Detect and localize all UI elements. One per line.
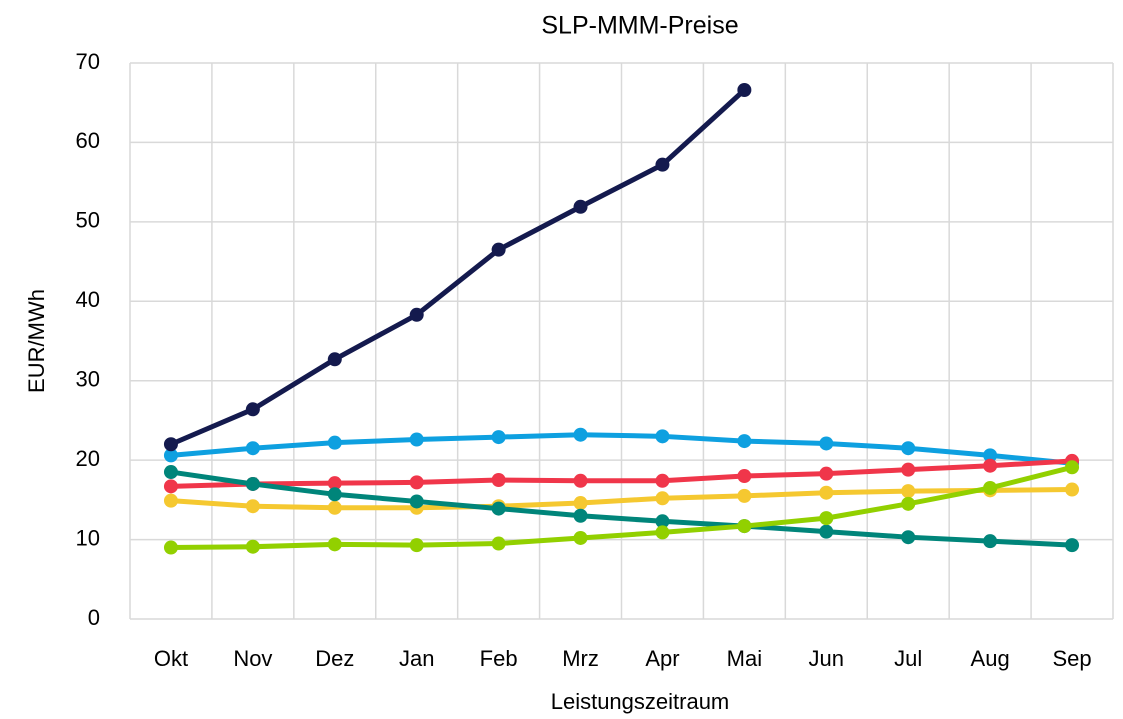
data-point — [573, 530, 588, 545]
data-point — [573, 473, 588, 488]
data-point — [737, 469, 752, 484]
data-point — [737, 519, 752, 534]
data-point — [737, 434, 752, 449]
data-point — [983, 448, 998, 463]
x-tick-label: Nov — [233, 646, 272, 671]
x-tick-label: Sep — [1052, 646, 1091, 671]
data-point — [901, 484, 916, 499]
data-point — [1065, 482, 1080, 497]
data-point — [491, 501, 506, 516]
data-point — [163, 448, 178, 463]
data-point — [245, 499, 260, 514]
data-point — [737, 83, 752, 98]
series-line — [170, 469, 1073, 548]
y-tick-label: 20 — [76, 446, 100, 471]
data-point — [163, 493, 178, 508]
y-tick-label: 10 — [76, 525, 100, 550]
data-point — [327, 487, 342, 502]
chart-title: SLP-MMM-Preise — [541, 12, 738, 40]
y-tick-label: 60 — [76, 128, 100, 153]
data-point — [655, 429, 670, 444]
data-point — [491, 430, 506, 445]
y-tick-label: 40 — [76, 287, 100, 312]
data-point — [655, 514, 670, 529]
x-tick-label: Jun — [809, 646, 844, 671]
data-point — [327, 352, 342, 367]
series-line — [169, 88, 747, 447]
y-tick-label: 0 — [88, 605, 100, 630]
x-tick-label: Feb — [480, 646, 518, 671]
series-line — [170, 464, 1073, 551]
x-tick-label: Jan — [399, 646, 434, 671]
data-point — [409, 475, 424, 490]
data-point — [983, 480, 998, 495]
data-point — [819, 466, 834, 481]
data-point — [245, 476, 260, 491]
data-point — [655, 157, 670, 172]
x-tick-label: Jul — [894, 646, 922, 671]
data-point — [573, 508, 588, 523]
x-tick-label: Dez — [315, 646, 354, 671]
data-point — [901, 441, 916, 456]
y-axis-label: EUR/MWh — [24, 289, 49, 393]
data-point — [409, 432, 424, 447]
series-line — [170, 458, 1073, 489]
data-point — [327, 435, 342, 450]
x-axis-label: Leistungszeitraum — [551, 689, 730, 714]
data-point — [901, 496, 916, 511]
data-point — [409, 538, 424, 553]
data-point — [327, 500, 342, 515]
data-point — [409, 307, 424, 322]
data-point — [819, 524, 834, 539]
series-line — [170, 487, 1073, 511]
data-point — [737, 488, 752, 503]
y-tick-label: 70 — [76, 49, 100, 74]
data-point — [655, 473, 670, 488]
data-point — [655, 491, 670, 506]
data-point — [573, 427, 588, 442]
data-point — [901, 530, 916, 545]
series-line — [170, 432, 1073, 466]
x-tick-label: Mrz — [562, 646, 599, 671]
data-point — [245, 539, 260, 554]
data-point — [409, 494, 424, 509]
data-point — [819, 511, 834, 526]
data-point — [1065, 538, 1080, 553]
data-point — [491, 536, 506, 551]
y-tick-label: 50 — [76, 208, 100, 233]
y-tick-label: 30 — [76, 367, 100, 392]
data-point — [901, 462, 916, 477]
data-point — [327, 476, 342, 491]
data-point — [245, 441, 260, 456]
data-point — [327, 537, 342, 552]
data-point — [163, 465, 178, 480]
x-tick-label: Mai — [727, 646, 762, 671]
data-point — [819, 485, 834, 500]
data-point — [573, 496, 588, 511]
data-point — [655, 525, 670, 540]
x-tick-label: Okt — [154, 646, 188, 671]
x-tick-label: Apr — [645, 646, 679, 671]
data-point — [245, 402, 260, 417]
data-point — [163, 437, 178, 452]
data-point — [573, 199, 588, 214]
data-point — [163, 540, 178, 555]
data-point — [163, 479, 178, 494]
data-point — [983, 458, 998, 473]
data-point — [819, 436, 834, 451]
data-point — [983, 534, 998, 549]
x-tick-label: Aug — [971, 646, 1010, 671]
data-point — [491, 242, 506, 257]
data-point — [491, 473, 506, 487]
data-point — [1065, 460, 1080, 475]
